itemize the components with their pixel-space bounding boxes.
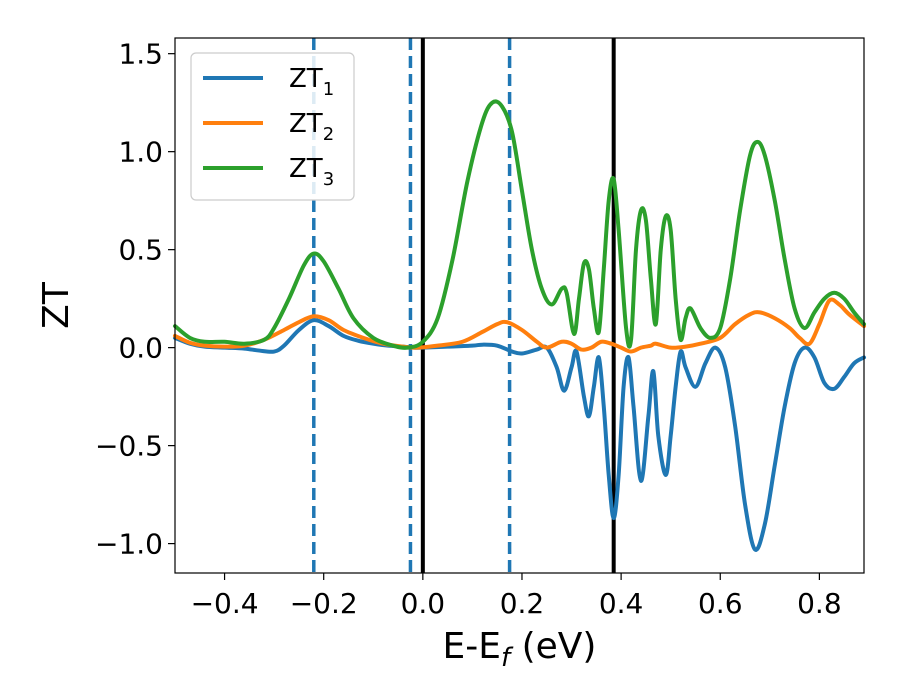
y-tick-label: 0.0: [118, 332, 163, 365]
x-tick-label: 0.8: [797, 587, 842, 620]
x-tick-label: 0.0: [401, 587, 446, 620]
x-tick-label: 0.4: [599, 587, 644, 620]
x-axis-ticks: −0.4 −0.2 0.0 0.2 0.4 0.6 0.8: [191, 573, 842, 620]
x-tick-label: −0.2: [290, 587, 358, 620]
vertical-reference-lines: [312, 38, 616, 573]
y-tick-label: −1.0: [95, 528, 163, 561]
x-tick-label: 0.6: [698, 587, 743, 620]
x-tick-label: 0.2: [500, 587, 545, 620]
legend-box: [190, 52, 355, 201]
y-axis-ticks: −1.0 −0.5 0.0 0.5 1.0 1.5: [95, 38, 175, 561]
legend-label-zt2: ZT2: [289, 109, 334, 145]
y-tick-label: −0.5: [95, 430, 163, 463]
y-axis-label: ZT: [36, 281, 77, 329]
series-line-zt1: [173, 318, 866, 552]
plot-frame: [174, 37, 865, 574]
series-line-zt3: [173, 99, 866, 350]
legend-label-zt3: ZT3: [289, 154, 334, 190]
y-tick-label: 0.5: [118, 234, 163, 267]
x-axis-label: E-Ef (eV): [443, 626, 597, 673]
y-tick-label: 1.0: [118, 136, 163, 169]
y-tick-label: 1.5: [118, 38, 163, 71]
x-tick-label: −0.4: [191, 587, 259, 620]
legend-entries: ZT1 ZT2 ZT3: [203, 64, 334, 190]
series-lines: [173, 99, 866, 552]
legend-label-zt1: ZT1: [289, 64, 334, 100]
series-line-zt2: [173, 297, 866, 354]
legend: ZT1 ZT2 ZT3: [190, 52, 355, 201]
